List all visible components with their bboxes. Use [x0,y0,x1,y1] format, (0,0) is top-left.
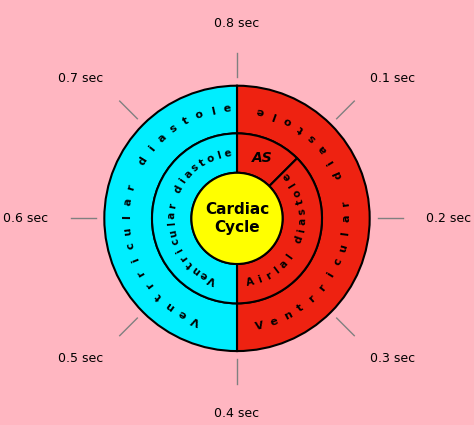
Text: t: t [154,291,165,302]
Text: a: a [342,215,352,222]
Text: l: l [288,180,298,188]
Text: c: c [332,257,344,267]
Text: d: d [332,169,344,180]
Wedge shape [237,86,370,351]
Text: c: c [170,237,182,246]
Text: r: r [307,293,318,304]
Wedge shape [237,158,322,303]
Text: i: i [326,157,336,166]
Text: t: t [181,116,190,127]
Text: u: u [337,243,349,253]
Text: 0.1 sec: 0.1 sec [370,72,416,85]
Wedge shape [104,86,237,351]
Text: i: i [256,275,264,285]
Text: d: d [173,183,185,195]
Text: n: n [191,264,203,276]
Wedge shape [152,133,237,303]
Text: s: s [297,208,308,215]
Text: s: s [190,162,201,174]
Text: n: n [164,300,177,312]
Text: t: t [296,302,306,314]
Text: l: l [166,222,177,226]
Text: c: c [125,241,136,250]
Text: r: r [167,202,178,210]
Text: l: l [271,110,278,120]
Text: e: e [224,148,232,159]
Text: r: r [136,268,147,278]
Text: V: V [190,314,202,326]
Text: 0.8 sec: 0.8 sec [214,17,260,30]
Text: AS: AS [252,151,273,165]
Text: s: s [167,123,179,135]
Text: t: t [198,157,207,168]
Text: t: t [296,123,306,134]
Text: i: i [326,271,336,280]
Text: u: u [167,228,179,238]
Text: 0.6 sec: 0.6 sec [3,212,48,225]
Text: a: a [166,211,177,219]
Text: e: e [177,308,188,320]
Text: i: i [178,177,188,185]
Text: l: l [285,252,295,261]
Text: t: t [185,259,195,269]
Text: 0.4 sec: 0.4 sec [214,407,260,420]
Text: a: a [297,217,308,224]
Circle shape [191,173,283,264]
Text: l: l [122,215,132,219]
Text: 0.3 sec: 0.3 sec [370,352,416,365]
Text: V: V [255,320,265,332]
Text: e: e [281,170,293,182]
Text: d: d [137,155,150,167]
Text: l: l [341,231,351,236]
Text: a: a [155,132,168,145]
Text: e: e [255,105,264,116]
Text: 0.2 sec: 0.2 sec [426,212,471,225]
Text: Cardiac
Cycle: Cardiac Cycle [205,202,269,235]
Text: e: e [199,269,210,281]
Text: i: i [130,256,140,264]
Text: s: s [306,132,318,144]
Text: l: l [272,266,281,275]
Text: i: i [296,228,307,233]
Text: l: l [210,106,216,116]
Text: o: o [291,187,303,198]
Text: a: a [278,258,290,270]
Text: o: o [205,153,216,164]
Text: r: r [340,200,351,207]
Text: a: a [123,198,134,207]
Text: a: a [182,168,195,180]
Text: u: u [122,227,133,236]
Text: d: d [293,235,305,245]
Text: V: V [207,273,218,285]
Text: i: i [174,246,185,254]
Text: t: t [295,198,306,205]
Text: A: A [246,277,255,288]
Text: 0.7 sec: 0.7 sec [58,72,104,85]
Text: a: a [316,143,328,155]
Text: r: r [317,282,328,293]
Text: n: n [282,309,294,322]
Text: 0.5 sec: 0.5 sec [58,352,104,365]
Text: r: r [144,280,155,290]
Text: r: r [179,252,190,262]
Text: r: r [264,270,273,281]
Text: e: e [223,104,232,114]
Text: o: o [193,109,204,122]
Text: i: i [146,144,157,154]
Text: o: o [282,115,293,127]
Text: l: l [216,150,222,161]
Wedge shape [237,133,297,186]
Text: e: e [269,316,280,328]
Text: r: r [126,184,137,192]
